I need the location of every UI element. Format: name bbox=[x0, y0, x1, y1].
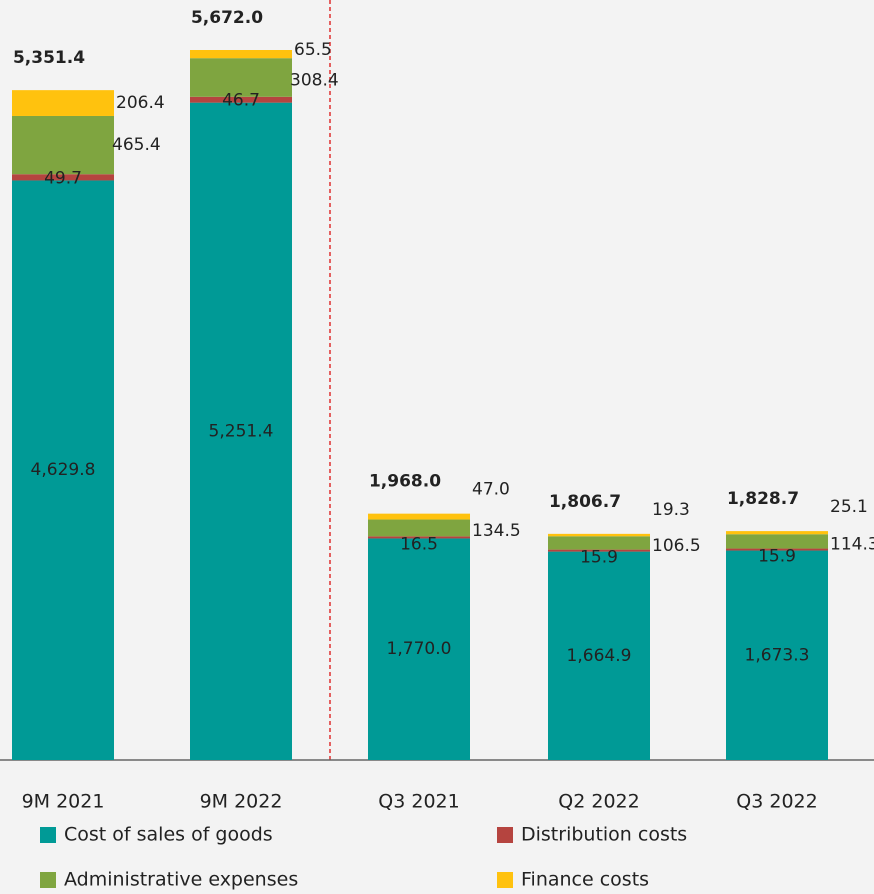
legend-label: Cost of sales of goods bbox=[64, 824, 273, 846]
x-tick-label: Q3 2022 bbox=[736, 791, 817, 813]
value-label: 5,251.4 bbox=[209, 421, 274, 441]
total-label: 1,828.7 bbox=[727, 489, 799, 509]
x-tick-label: Q2 2022 bbox=[558, 791, 639, 813]
bar-segment bbox=[12, 115, 114, 175]
bar-segment bbox=[726, 548, 828, 551]
legend-swatch bbox=[497, 827, 513, 843]
bar-segment bbox=[12, 90, 114, 116]
bar-segment bbox=[548, 536, 650, 550]
bar-segment bbox=[726, 531, 828, 535]
total-label: 1,806.7 bbox=[549, 492, 621, 512]
value-label: 465.4 bbox=[112, 135, 161, 155]
value-label: 1,673.3 bbox=[745, 645, 810, 665]
value-label: 19.3 bbox=[652, 500, 690, 520]
value-label: 206.4 bbox=[116, 93, 165, 113]
value-label: 1,664.9 bbox=[567, 646, 632, 666]
legend-label: Finance costs bbox=[521, 869, 649, 891]
value-label: 1,770.0 bbox=[387, 639, 452, 659]
value-label: 25.1 bbox=[830, 497, 868, 517]
value-label: 106.5 bbox=[652, 536, 701, 556]
legend-label: Administrative expenses bbox=[64, 869, 298, 891]
x-tick-label: Q3 2021 bbox=[378, 791, 459, 813]
value-label: 134.5 bbox=[472, 521, 521, 541]
value-label: 114.3 bbox=[830, 534, 874, 554]
value-label: 16.5 bbox=[400, 534, 438, 554]
total-label: 5,351.4 bbox=[13, 48, 85, 68]
bar-segment bbox=[548, 549, 650, 552]
bar-segment bbox=[368, 513, 470, 520]
legend-label: Distribution costs bbox=[521, 824, 687, 846]
bar-segment bbox=[726, 534, 828, 549]
bar-segment bbox=[726, 550, 828, 760]
bar-segment bbox=[368, 519, 470, 537]
value-label: 65.5 bbox=[294, 40, 332, 60]
value-label: 308.4 bbox=[290, 71, 339, 91]
value-label: 15.9 bbox=[580, 548, 618, 568]
bar-segment bbox=[368, 538, 470, 760]
bar-segment bbox=[190, 58, 292, 97]
x-tick-label: 9M 2022 bbox=[200, 791, 283, 813]
bar-segment bbox=[368, 536, 470, 539]
legend-swatch bbox=[40, 872, 56, 888]
x-tick-label: 9M 2021 bbox=[22, 791, 105, 813]
bar-segment bbox=[190, 50, 292, 59]
bar-segment bbox=[190, 96, 292, 103]
value-label: 49.7 bbox=[44, 168, 82, 188]
legend-swatch bbox=[497, 872, 513, 888]
value-label: 4,629.8 bbox=[31, 460, 96, 480]
total-label: 5,672.0 bbox=[191, 8, 263, 28]
value-label: 15.9 bbox=[758, 547, 796, 567]
legend-swatch bbox=[40, 827, 56, 843]
value-label: 46.7 bbox=[222, 91, 260, 111]
bar-segment bbox=[12, 174, 114, 181]
total-label: 1,968.0 bbox=[369, 472, 441, 492]
bar-segment bbox=[190, 102, 292, 760]
value-label: 47.0 bbox=[472, 480, 510, 500]
bar-segment bbox=[12, 180, 114, 760]
bar-segment bbox=[548, 551, 650, 760]
bar-segment bbox=[548, 533, 650, 537]
